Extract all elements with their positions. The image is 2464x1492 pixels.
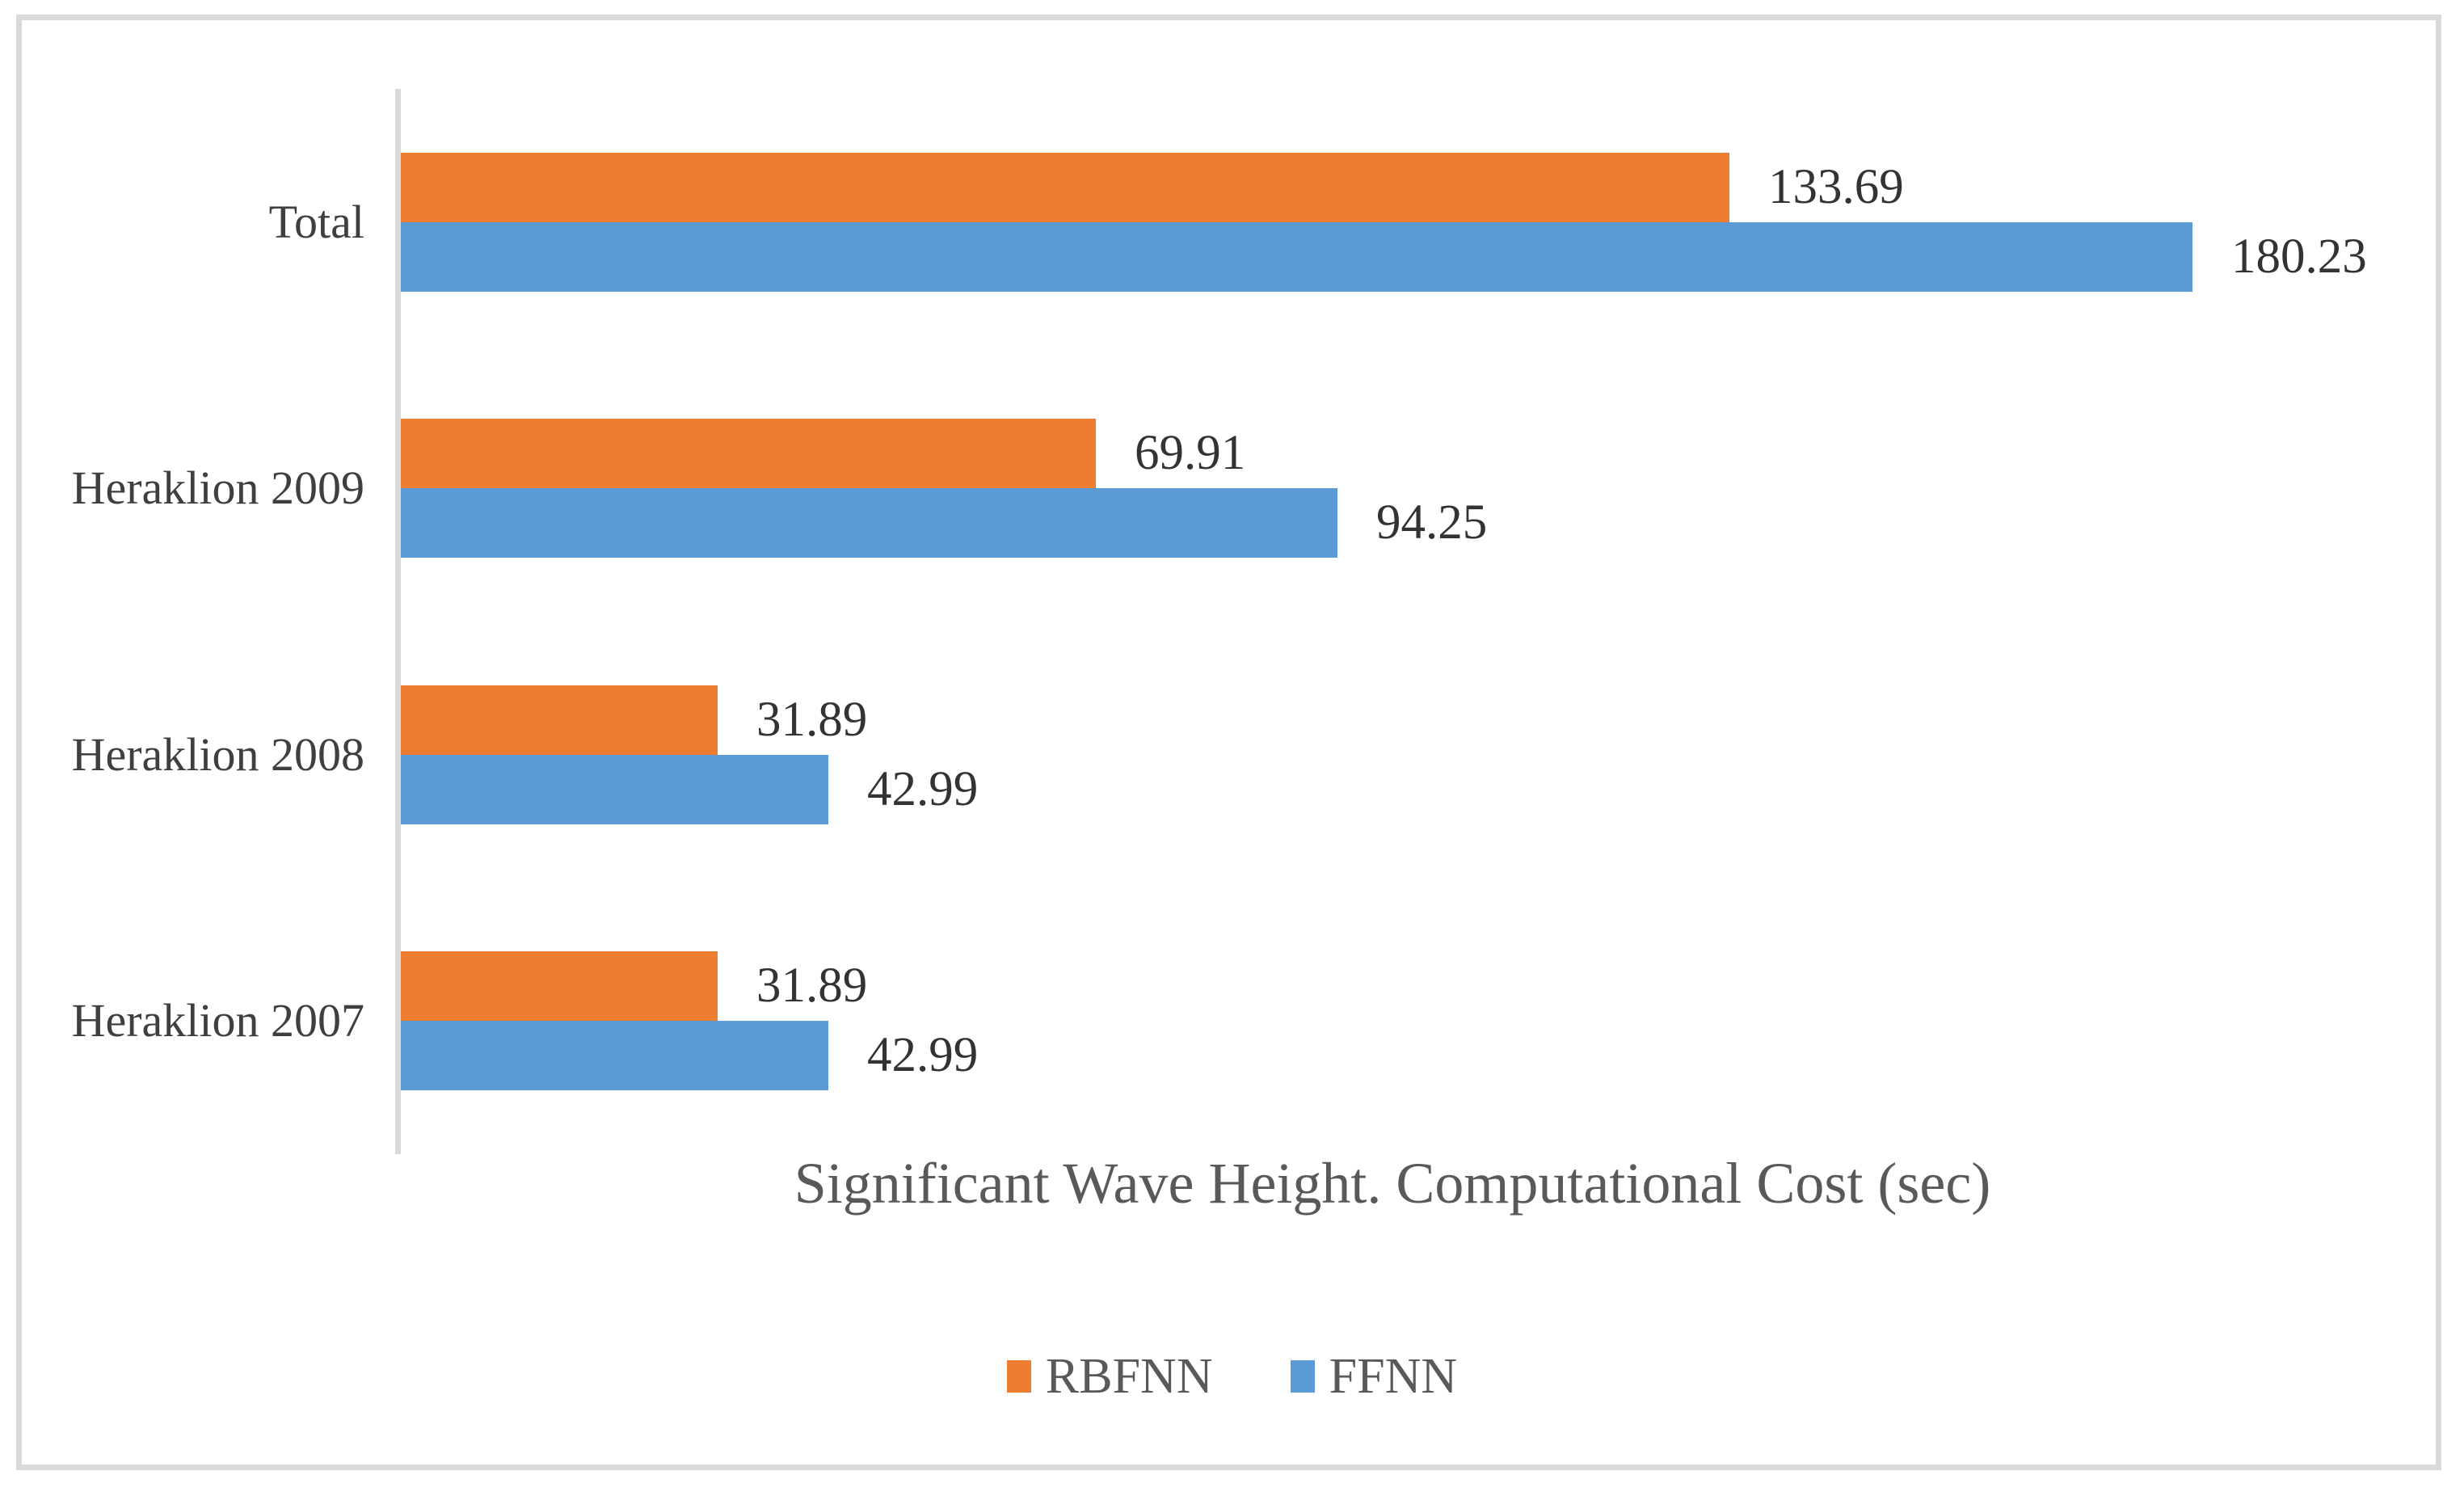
value-label-rbfnn-heraklion-2007: 31.89 <box>756 959 868 1014</box>
value-label-ffnn-heraklion-2008: 42.99 <box>867 761 979 816</box>
legend-item-rbfnn: RBFNN <box>1006 1348 1213 1405</box>
bar-ffnn-heraklion-2008 <box>401 754 828 824</box>
bar-ffnn-total <box>401 221 2192 292</box>
category-axis-line <box>395 89 401 1154</box>
bar-rbfnn-heraklion-2007 <box>401 951 718 1022</box>
chart-border <box>16 15 2441 1470</box>
value-label-rbfnn-total: 133.69 <box>1768 159 1904 214</box>
category-label-heraklion-2008: Heraklion 2008 <box>71 727 364 781</box>
value-label-rbfnn-heraklion-2009: 69.91 <box>1135 426 1246 481</box>
category-label-heraklion-2007: Heraklion 2007 <box>71 994 364 1047</box>
bar-rbfnn-heraklion-2008 <box>401 685 718 755</box>
legend-label-rbfnn: RBFNN <box>1045 1349 1213 1404</box>
bar-rbfnn-heraklion-2009 <box>401 419 1096 489</box>
bar-rbfnn-total <box>401 152 1729 222</box>
legend-swatch-ffnn <box>1290 1360 1315 1393</box>
bar-ffnn-heraklion-2009 <box>401 488 1337 558</box>
legend: RBFNN FFNN <box>0 1348 2464 1405</box>
legend-swatch-rbfnn <box>1006 1360 1031 1393</box>
bar-ffnn-heraklion-2007 <box>401 1021 828 1091</box>
value-label-rbfnn-heraklion-2008: 31.89 <box>756 692 868 747</box>
category-label-total: Total <box>268 195 364 248</box>
legend-item-ffnn: FFNN <box>1290 1348 1458 1405</box>
value-label-ffnn-heraklion-2009: 94.25 <box>1376 495 1488 550</box>
category-label-heraklion-2009: Heraklion 2009 <box>71 462 364 515</box>
chart-title: Significant Wave Height. Computational C… <box>794 1151 1991 1216</box>
legend-label-ffnn: FFNN <box>1329 1349 1458 1404</box>
value-label-ffnn-heraklion-2007: 42.99 <box>867 1028 979 1083</box>
value-label-ffnn-total: 180.23 <box>2231 229 2367 284</box>
